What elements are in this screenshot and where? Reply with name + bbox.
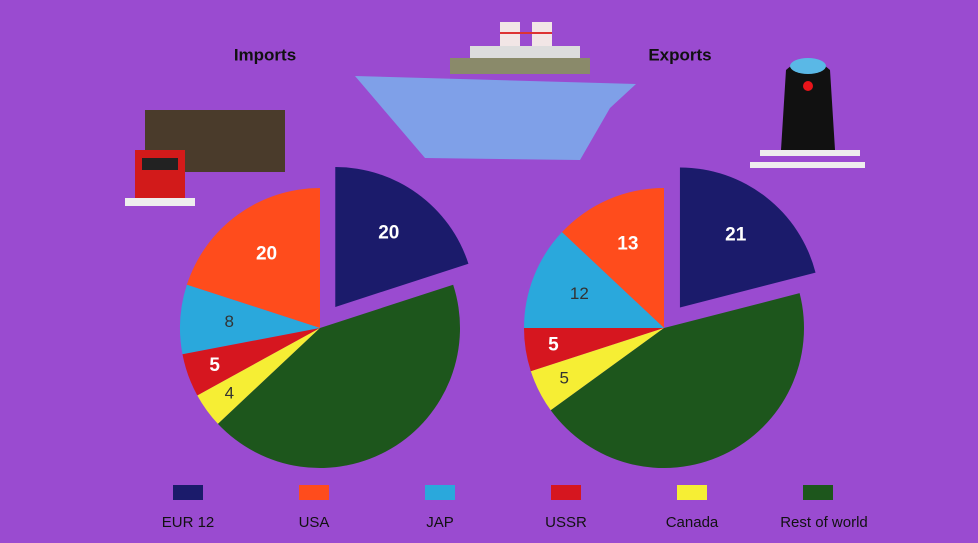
- data-label: 4: [225, 383, 234, 402]
- legend-label: USSR: [545, 514, 587, 531]
- legend-swatch: [677, 485, 707, 500]
- pie-title: Exports: [648, 45, 711, 64]
- legend-label: Canada: [666, 514, 719, 531]
- pie-slice: [179, 284, 320, 355]
- pie-slice: [524, 232, 664, 328]
- pie-slice: [182, 328, 320, 396]
- legend-swatch: [425, 485, 455, 500]
- ship-icon: [355, 22, 636, 160]
- data-label: 5: [209, 355, 220, 376]
- pie-slice: [530, 328, 664, 411]
- data-label: 21: [725, 225, 747, 246]
- legend-swatch: [173, 485, 203, 500]
- legend-swatch: [803, 485, 833, 500]
- data-label: 12: [570, 284, 589, 303]
- pie-slice: [186, 188, 320, 328]
- data-label: 20: [378, 222, 399, 243]
- legend-swatch: [551, 485, 581, 500]
- pie-title: Imports: [234, 45, 296, 64]
- data-label: 8: [224, 312, 233, 331]
- pie-slice: [679, 167, 816, 308]
- data-label: 5: [548, 335, 559, 356]
- truck-icon: [125, 110, 285, 206]
- pie-slice: [561, 188, 664, 328]
- pie-slice: [524, 328, 664, 372]
- data-label: 13: [617, 233, 638, 254]
- pie-slice: [217, 284, 461, 469]
- pie-slice: [197, 328, 320, 424]
- data-label: 5: [559, 368, 568, 387]
- pie-slice: [335, 166, 469, 307]
- legend-label: USA: [299, 514, 330, 531]
- legend-label: EUR 12: [162, 514, 215, 531]
- legend-label: Rest of world: [780, 514, 868, 531]
- train-icon: [750, 58, 865, 168]
- legend-label: JAP: [426, 514, 454, 531]
- legend-swatch: [299, 485, 329, 500]
- data-label: 20: [256, 243, 277, 264]
- pie-slice: [550, 293, 804, 468]
